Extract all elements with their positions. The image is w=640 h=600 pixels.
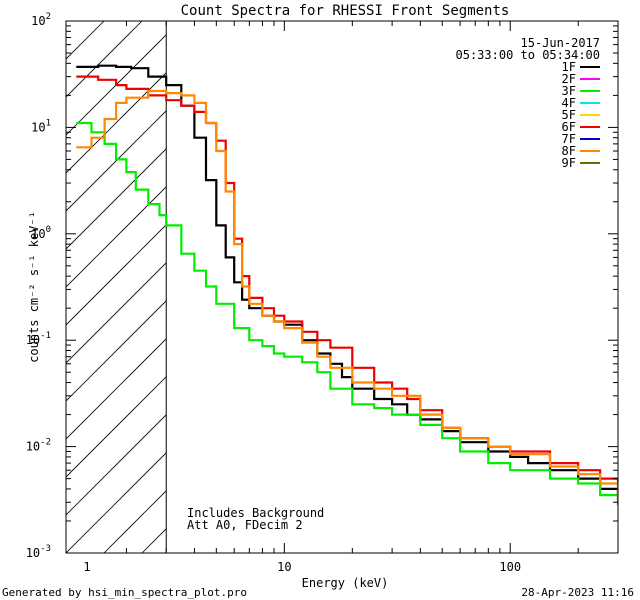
- series-8f-line: [76, 89, 618, 500]
- shaded-region-hatch: [66, 72, 167, 174]
- shaded-region-hatch: [66, 452, 167, 553]
- footer-timestamp: 28-Apr-2023 11:16: [521, 586, 634, 599]
- shaded-region-hatch: [103, 490, 167, 553]
- legend-label-3f: 3F: [562, 84, 576, 98]
- legend-label-7f: 7F: [562, 132, 576, 146]
- legend-label-5f: 5F: [562, 108, 576, 122]
- chart-title: Count Spectra for RHESSI Front Segments: [181, 3, 510, 19]
- shaded-region-hatch: [66, 262, 167, 364]
- y-tick-label: 101: [31, 118, 51, 134]
- shaded-region-hatch: [66, 21, 105, 60]
- y-tick-label: 10-3: [26, 544, 51, 560]
- shaded-region-hatch: [66, 224, 167, 326]
- x-tick-label: 1: [83, 560, 90, 574]
- shaded-region-hatch: [66, 300, 167, 402]
- chart-time-range: 05:33:00 to 05:34:00: [456, 48, 601, 62]
- legend-label-2f: 2F: [562, 72, 576, 86]
- x-tick-label: 100: [499, 560, 521, 574]
- legend-label-8f: 8F: [562, 144, 576, 158]
- annotation-background: Includes Background: [187, 506, 324, 520]
- chart-date: 15-Jun-2017: [521, 36, 600, 50]
- y-tick-label: 10-2: [26, 438, 51, 454]
- series-3f-line: [76, 121, 618, 506]
- legend-label-4f: 4F: [562, 96, 576, 110]
- shaded-region-hatch: [66, 21, 143, 98]
- x-tick-label: 10: [277, 560, 291, 574]
- footer-generated-by: Generated by hsi_min_spectra_plot.pro: [2, 586, 247, 599]
- legend-label-1f: 1F: [562, 60, 576, 74]
- shaded-region-hatch: [66, 34, 167, 136]
- annotation-attenuator: Att A0, FDecim 2: [187, 518, 303, 532]
- series-6f-line: [76, 75, 618, 496]
- y-tick-label: 10-1: [26, 331, 51, 347]
- plot-frame: [65, 20, 619, 554]
- shaded-region-hatch: [66, 376, 167, 478]
- shaded-region-hatch: [66, 414, 167, 516]
- series-1f-line: [76, 64, 618, 503]
- y-tick-label: 102: [31, 12, 51, 28]
- x-axis-label: Energy (keV): [302, 576, 389, 590]
- shaded-region: [66, 21, 167, 553]
- legend-label-6f: 6F: [562, 120, 576, 134]
- y-axis-label: counts cm⁻² s⁻¹ keV⁻¹: [27, 211, 41, 363]
- y-tick-label: 100: [31, 225, 51, 241]
- legend-label-9f: 9F: [562, 156, 576, 170]
